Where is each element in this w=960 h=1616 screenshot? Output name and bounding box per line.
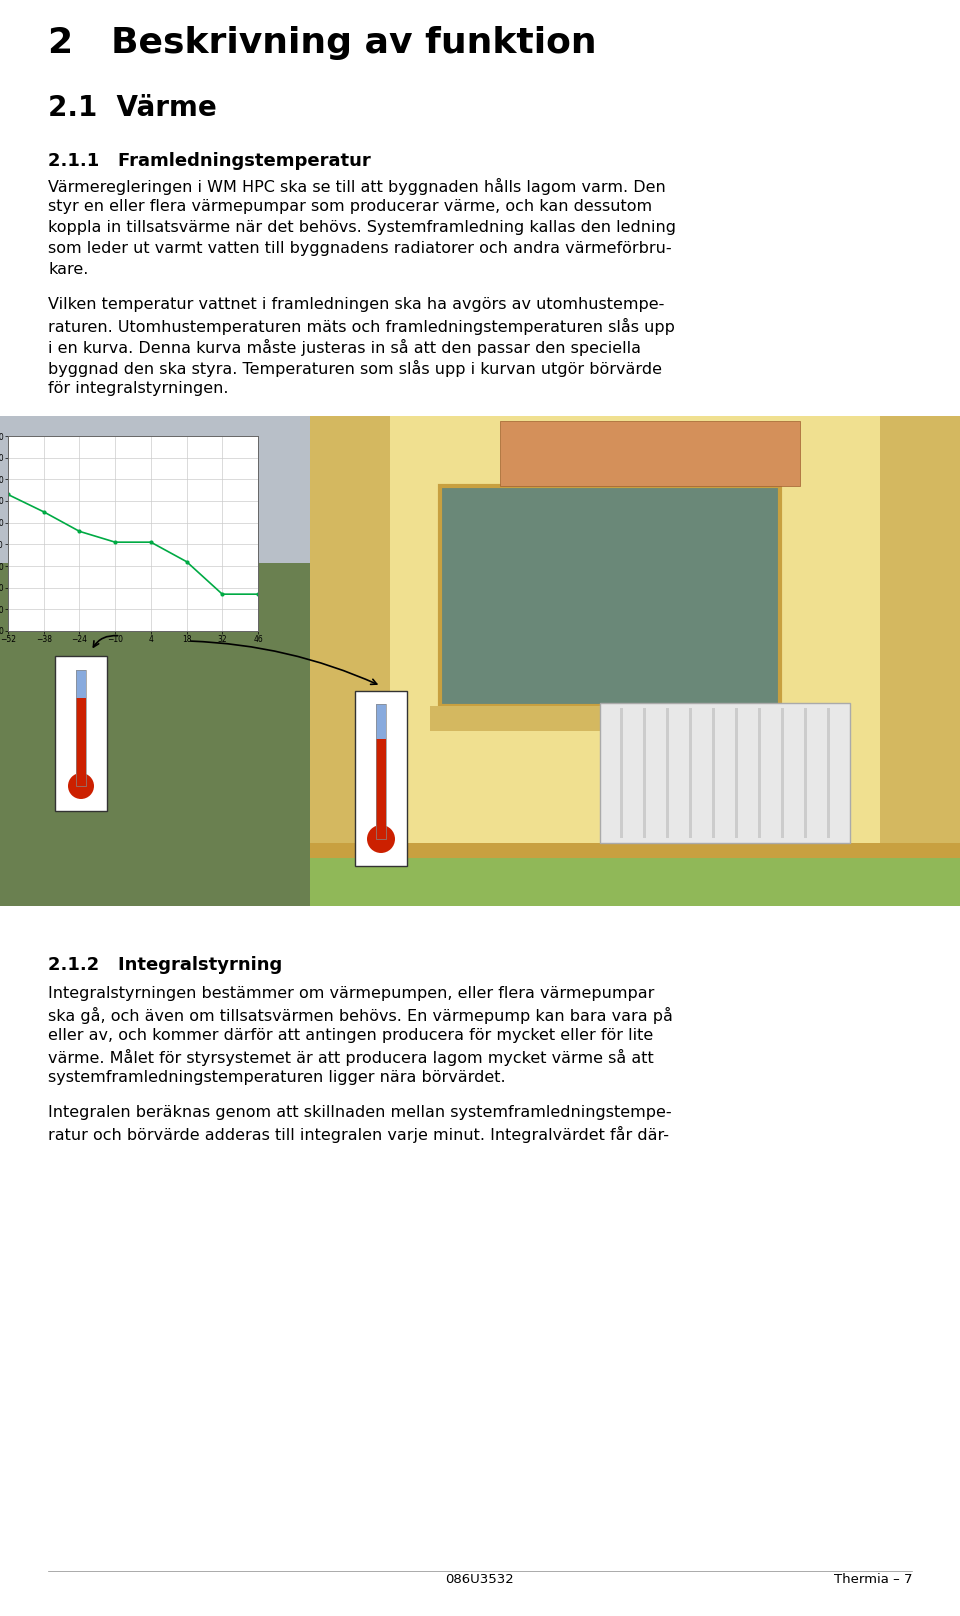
Bar bbox=[310, 844, 960, 858]
Text: systemframledningstemperaturen ligger nära börvärdet.: systemframledningstemperaturen ligger nä… bbox=[48, 1070, 506, 1084]
Text: Integralstyrningen bestämmer om värmepumpen, eller flera värmepumpar: Integralstyrningen bestämmer om värmepum… bbox=[48, 986, 655, 1000]
Bar bbox=[804, 708, 807, 839]
Text: Värmeregleringen i WM HPC ska se till att byggnaden hålls lagom varm. Den: Värmeregleringen i WM HPC ska se till at… bbox=[48, 178, 665, 196]
Text: 2   Beskrivning av funktion: 2 Beskrivning av funktion bbox=[48, 26, 596, 60]
Bar bbox=[735, 708, 738, 839]
Bar bbox=[600, 703, 850, 844]
Text: ska gå, och även om tillsatsvärmen behövs. En värmepump kan bara vara på: ska gå, och även om tillsatsvärmen behöv… bbox=[48, 1007, 673, 1025]
Text: Vilken temperatur vattnet i framledningen ska ha avgörs av utomhustempe-: Vilken temperatur vattnet i framledninge… bbox=[48, 297, 664, 312]
Bar bbox=[0, 562, 310, 907]
Text: 086U3532: 086U3532 bbox=[445, 1572, 515, 1585]
Bar bbox=[500, 422, 800, 486]
Text: koppla in tillsatsvärme när det behövs. Systemframledning kallas den ledning: koppla in tillsatsvärme när det behövs. … bbox=[48, 220, 676, 234]
Text: 2.1.2   Integralstyrning: 2.1.2 Integralstyrning bbox=[48, 957, 282, 974]
Text: eller av, och kommer därför att antingen producera för mycket eller för lite: eller av, och kommer därför att antingen… bbox=[48, 1028, 653, 1042]
Text: Thermia – 7: Thermia – 7 bbox=[833, 1572, 912, 1585]
Text: raturen. Utomhustemperaturen mäts och framledningstemperaturen slås upp: raturen. Utomhustemperaturen mäts och fr… bbox=[48, 318, 675, 335]
Text: för integralstyrningen.: för integralstyrningen. bbox=[48, 381, 228, 396]
Bar bbox=[310, 856, 960, 907]
Bar bbox=[430, 706, 790, 730]
Text: byggnad den ska styra. Temperaturen som slås upp i kurvan utgör börvärde: byggnad den ska styra. Temperaturen som … bbox=[48, 360, 662, 377]
Bar bbox=[440, 486, 780, 706]
Text: 2.1.1   Framledningstemperatur: 2.1.1 Framledningstemperatur bbox=[48, 152, 371, 170]
Bar bbox=[643, 708, 646, 839]
Bar bbox=[376, 739, 386, 839]
Bar bbox=[310, 415, 960, 907]
Bar bbox=[781, 708, 784, 839]
Bar bbox=[827, 708, 830, 839]
Text: värme. Målet för styrsystemet är att producera lagom mycket värme så att: värme. Målet för styrsystemet är att pro… bbox=[48, 1049, 654, 1067]
Bar bbox=[55, 656, 107, 811]
Bar bbox=[376, 705, 386, 739]
Bar bbox=[0, 415, 310, 562]
Text: 2.1  Värme: 2.1 Värme bbox=[48, 94, 217, 121]
Bar bbox=[666, 708, 669, 839]
Bar bbox=[76, 698, 86, 785]
Text: ratur och börvärde adderas till integralen varje minut. Integralvärdet får där-: ratur och börvärde adderas till integral… bbox=[48, 1126, 669, 1143]
Text: Integralen beräknas genom att skillnaden mellan systemframledningstempe-: Integralen beräknas genom att skillnaden… bbox=[48, 1105, 672, 1120]
Circle shape bbox=[68, 772, 94, 798]
Bar bbox=[355, 692, 407, 866]
Bar bbox=[310, 415, 390, 907]
Bar bbox=[376, 705, 386, 839]
Bar bbox=[620, 708, 623, 839]
Circle shape bbox=[367, 826, 395, 853]
Text: styr en eller flera värmepumpar som producerar värme, och kan dessutom: styr en eller flera värmepumpar som prod… bbox=[48, 199, 652, 213]
Text: kare.: kare. bbox=[48, 262, 88, 276]
Bar bbox=[758, 708, 761, 839]
Bar bbox=[76, 671, 86, 785]
Text: som leder ut varmt vatten till byggnadens radiatorer och andra värmeförbru-: som leder ut varmt vatten till byggnaden… bbox=[48, 241, 672, 255]
Bar bbox=[689, 708, 692, 839]
Bar bbox=[880, 415, 960, 907]
Text: i en kurva. Denna kurva måste justeras in så att den passar den speciella: i en kurva. Denna kurva måste justeras i… bbox=[48, 339, 641, 356]
Bar bbox=[712, 708, 715, 839]
Bar bbox=[76, 671, 86, 698]
